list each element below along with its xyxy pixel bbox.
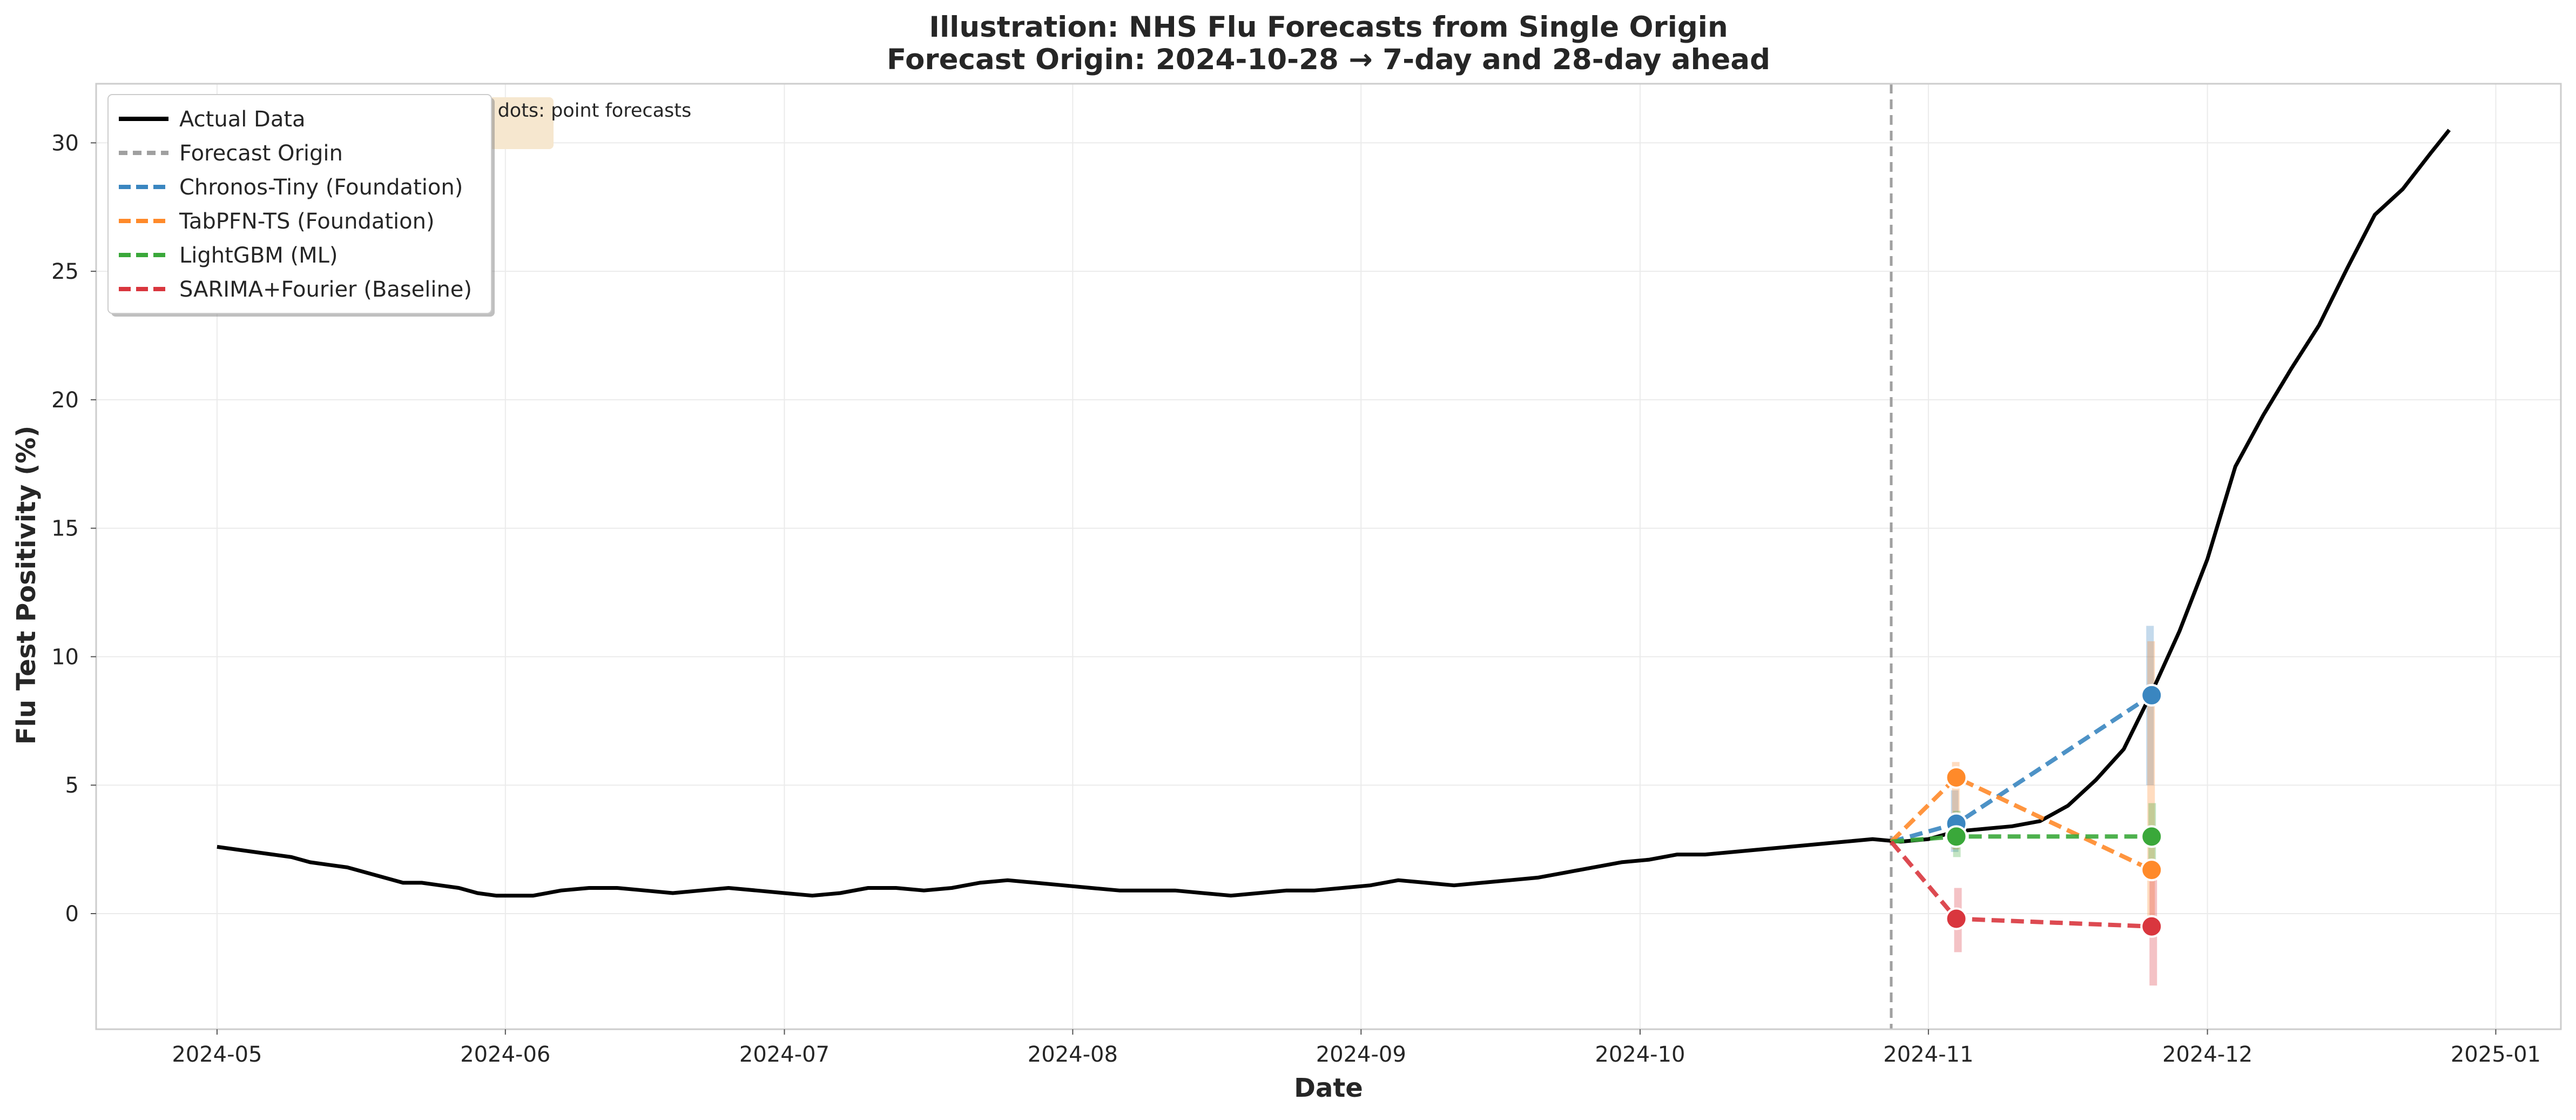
chronos-tiny-foundation-point bbox=[2140, 683, 2163, 707]
x-tick-label: 2024-07 bbox=[739, 1042, 830, 1067]
x-tick-label: 2024-08 bbox=[1028, 1042, 1118, 1067]
tabpfn-ts-foundation-point bbox=[1945, 766, 1968, 789]
chart-subtitle: Forecast Origin: 2024-10-28 → 7-day and … bbox=[887, 43, 1770, 76]
y-tick-label: 10 bbox=[51, 645, 79, 669]
x-tick-label: 2024-11 bbox=[1883, 1042, 1973, 1067]
legend-label: LightGBM (ML) bbox=[179, 243, 338, 268]
x-tick-label: 2024-05 bbox=[172, 1042, 262, 1067]
actual-data-line bbox=[217, 129, 2451, 898]
y-tick-label: 20 bbox=[51, 388, 79, 413]
y-axis-ticks: 0 5 10 15 20 25 30 bbox=[51, 131, 96, 927]
x-tick-label: 2024-10 bbox=[1595, 1042, 1685, 1067]
forecast-points bbox=[1945, 683, 2163, 938]
legend-box bbox=[107, 94, 492, 314]
x-axis-label: Date bbox=[1294, 1073, 1363, 1103]
legend-label: Actual Data bbox=[179, 107, 306, 132]
sarima-fourier-baseline-point bbox=[2140, 915, 2163, 938]
lightgbm-ml-point bbox=[2140, 825, 2163, 848]
y-tick-label: 0 bbox=[65, 902, 79, 927]
legend-label: Chronos-Tiny (Foundation) bbox=[179, 175, 463, 200]
x-axis-ticks: 2024-05 2024-06 2024-07 2024-08 2024-09 2024-… bbox=[172, 1029, 2541, 1067]
legend-label: SARIMA+Fourier (Baseline) bbox=[179, 277, 472, 302]
plot-frame bbox=[95, 83, 2562, 1030]
y-tick-label: 30 bbox=[51, 131, 79, 156]
y-tick-label: 5 bbox=[65, 773, 79, 798]
x-tick-label: 2025-01 bbox=[2451, 1042, 2541, 1067]
tabpfn-ts-foundation-point bbox=[2140, 859, 2163, 882]
lightgbm-ml-point bbox=[1945, 825, 1968, 848]
x-tick-label: 2024-12 bbox=[2162, 1042, 2253, 1067]
chart-title: Illustration: NHS Flu Forecasts from Sin… bbox=[929, 11, 1728, 44]
legend-label: TabPFN-TS (Foundation) bbox=[179, 209, 435, 234]
legend-label: Forecast Origin bbox=[179, 141, 343, 166]
legend: Actual Data Forecast Origin Chronos-Tiny (… bbox=[107, 94, 495, 317]
y-tick-label: 25 bbox=[51, 259, 79, 284]
y-axis-label: Flu Test Positivity (%) bbox=[11, 426, 42, 745]
x-tick-label: 2024-06 bbox=[460, 1042, 550, 1067]
x-tick-label: 2024-09 bbox=[1316, 1042, 1406, 1067]
sarima-fourier-baseline-point bbox=[1945, 907, 1968, 930]
tabpfn-ts-foundation-line bbox=[1890, 775, 2153, 872]
y-tick-label: 15 bbox=[51, 517, 79, 541]
